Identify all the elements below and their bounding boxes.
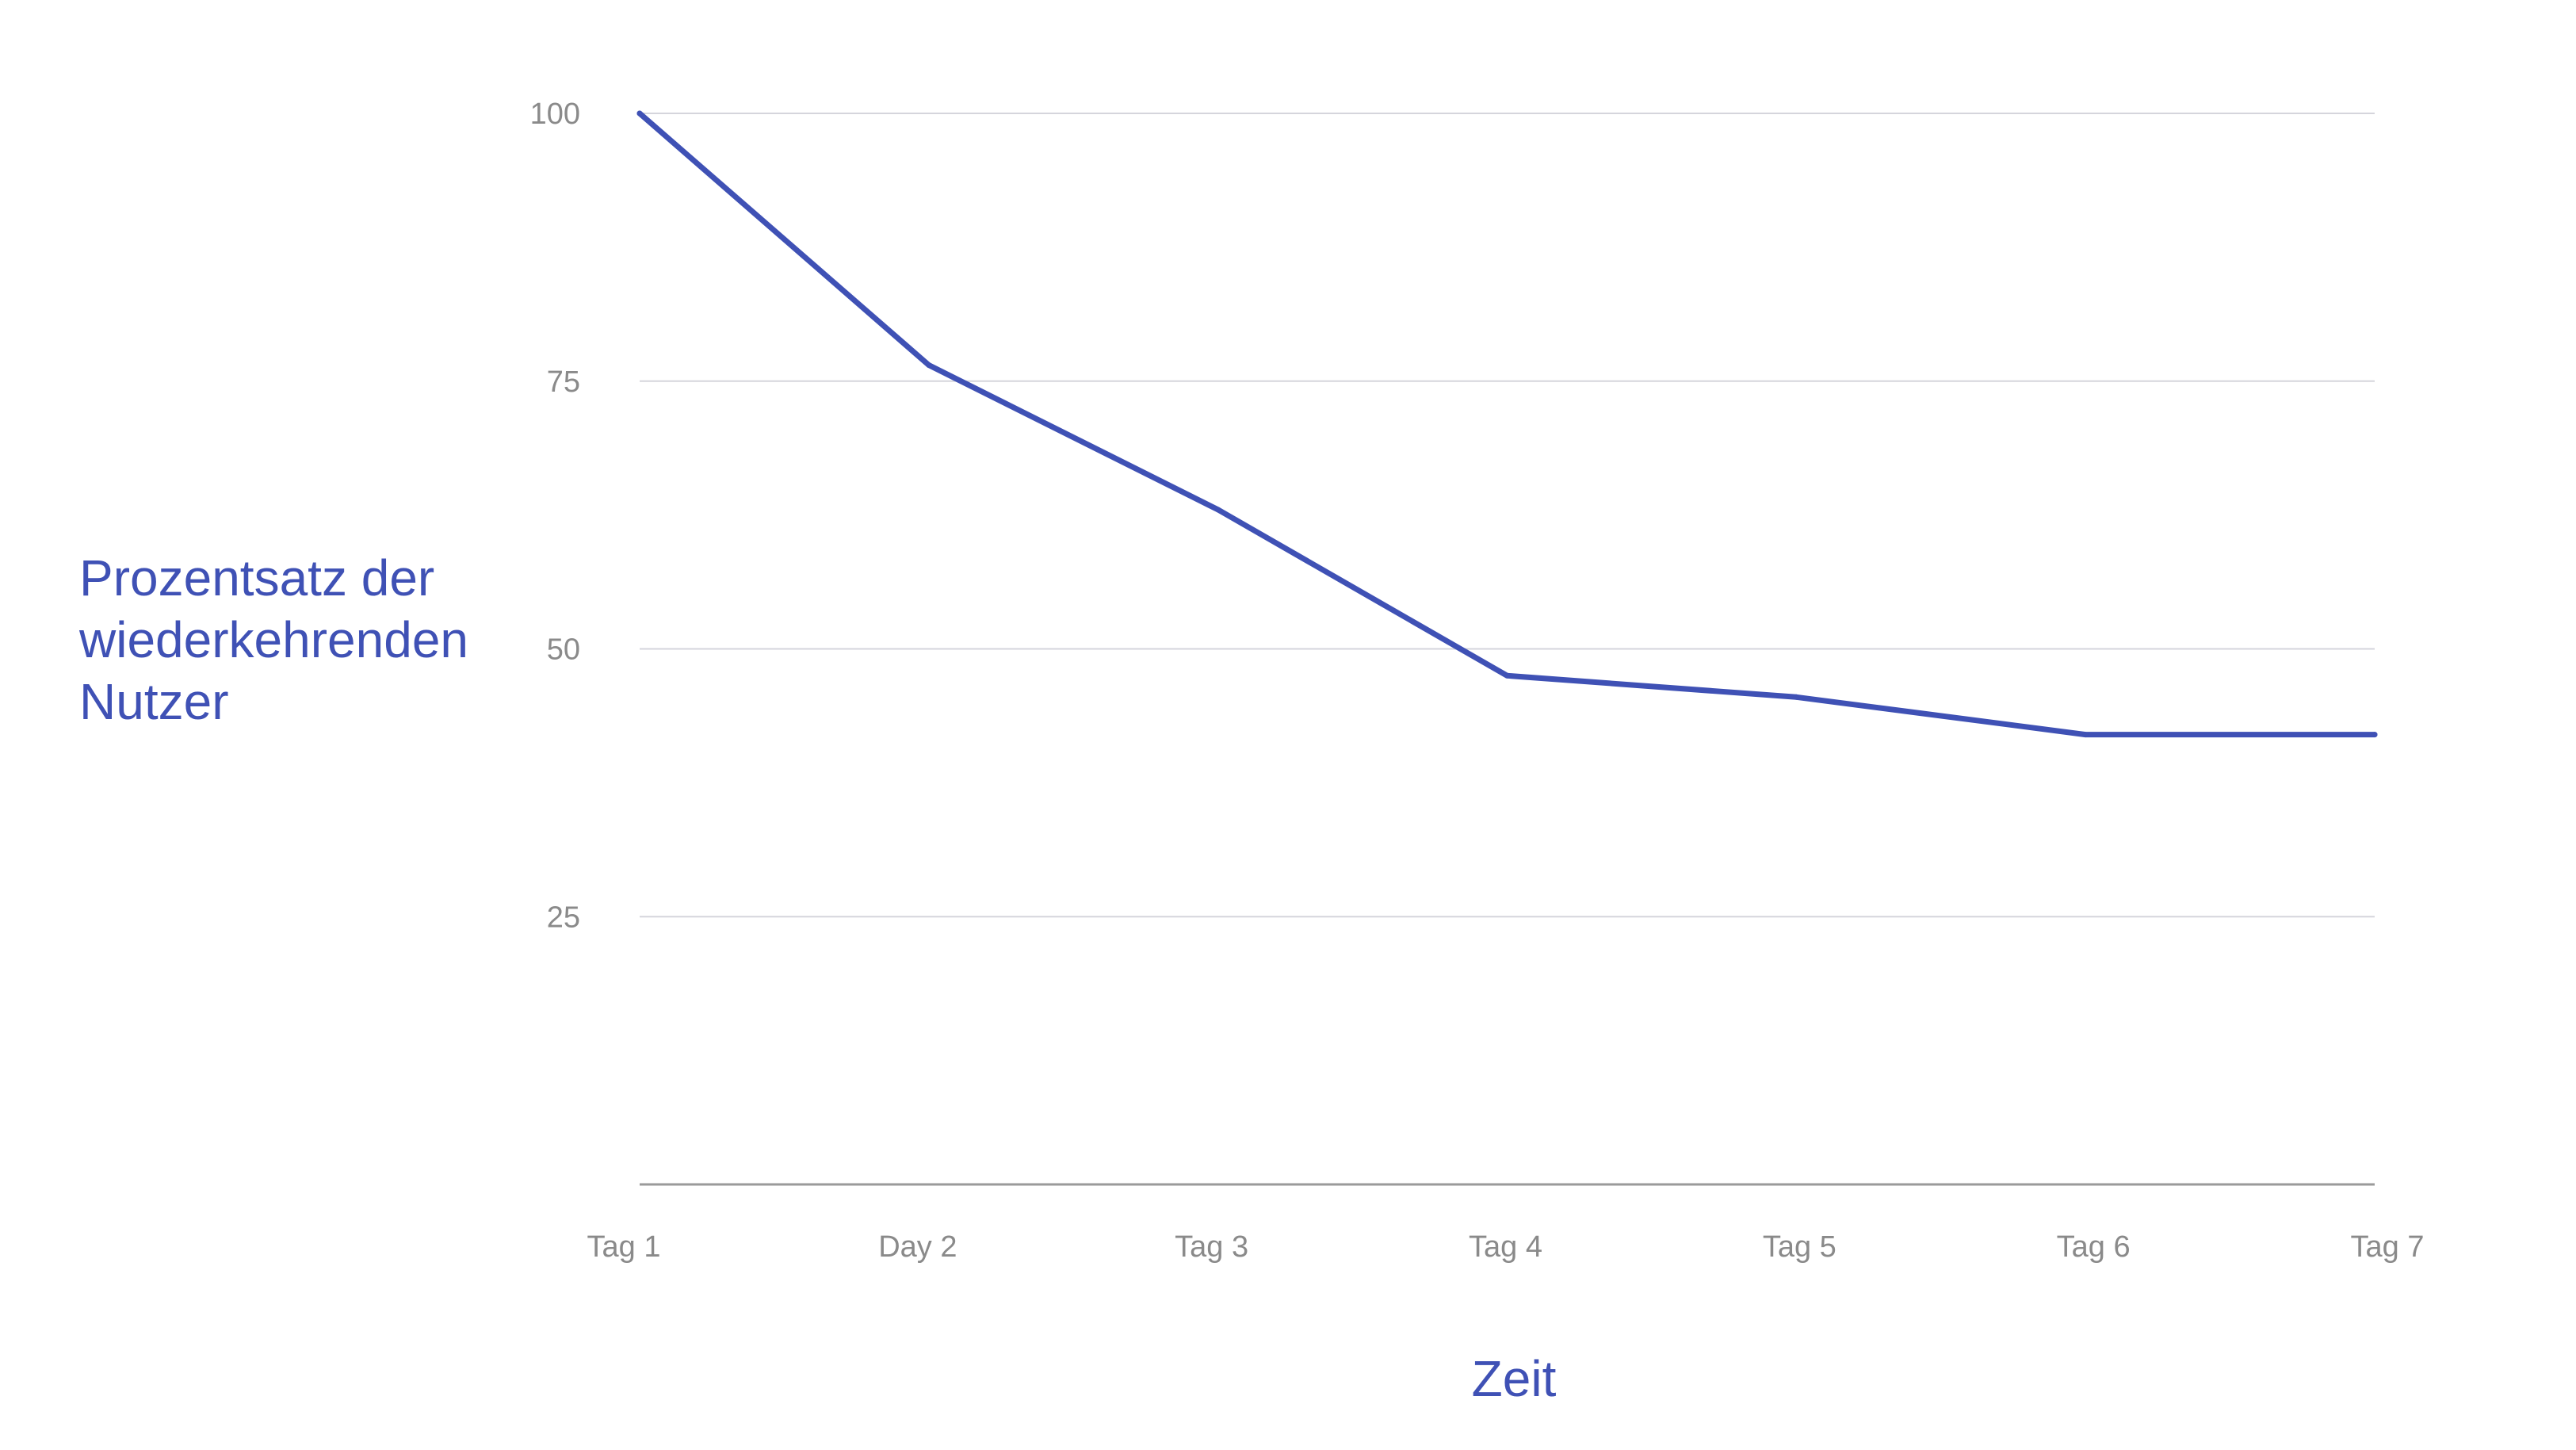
y-tick-label-100: 100	[530, 98, 580, 131]
x-tick-label: Tag 7	[2351, 1230, 2425, 1264]
series-line	[636, 110, 2378, 738]
y-tick-label-25: 25	[547, 901, 580, 934]
data-point	[2082, 732, 2089, 738]
x-axis-title: Zeit	[1471, 1350, 1557, 1407]
data-point	[2372, 732, 2378, 738]
y-tick-label-75: 75	[547, 365, 580, 399]
y-tick-label-50: 50	[547, 633, 580, 667]
x-tick-label: Tag 3	[1175, 1230, 1248, 1264]
data-point	[636, 110, 643, 117]
data-point	[1215, 507, 1221, 513]
series-layer	[636, 110, 2378, 738]
x-tick-label: Tag 4	[1469, 1230, 1542, 1264]
data-point	[1793, 694, 1799, 700]
x-tick-label: Tag 1	[587, 1230, 661, 1264]
y-axis-title: Prozentsatz der wiederkehrenden Nutzer	[79, 549, 468, 730]
y-tick-labels: 100 75 50 25	[530, 98, 580, 934]
data-point	[1504, 672, 1510, 679]
gridlines	[640, 113, 2375, 918]
x-tick-labels: Tag 1 Day 2 Tag 3 Tag 4 Tag 5 Tag 6 Tag 7	[587, 1230, 2425, 1264]
x-tick-label: Tag 5	[1763, 1230, 1836, 1264]
x-tick-label: Tag 6	[2057, 1230, 2131, 1264]
data-point	[926, 362, 932, 368]
x-tick-label: Day 2	[878, 1230, 957, 1264]
